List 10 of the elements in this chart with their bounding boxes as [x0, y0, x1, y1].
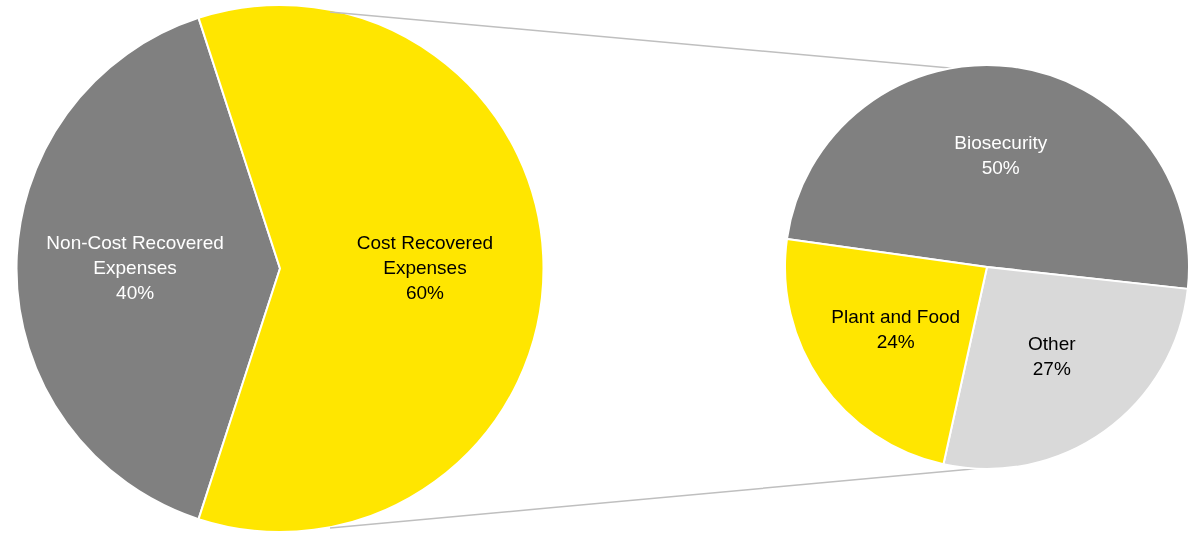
slice-label: Non-Cost Recovered Expenses [46, 231, 224, 278]
slice-label: Biosecurity [954, 132, 1048, 154]
slice-label: Other [1028, 333, 1077, 354]
data-label: 27% [1032, 358, 1071, 379]
slice-label: Plant and Food [831, 306, 961, 328]
data-label: 60% [405, 281, 445, 303]
data-label: 24% [876, 331, 915, 353]
data-label: 40% [116, 281, 155, 303]
slice-label: Cost Recovered Expenses [356, 231, 494, 278]
data-label: 50% [981, 157, 1020, 179]
